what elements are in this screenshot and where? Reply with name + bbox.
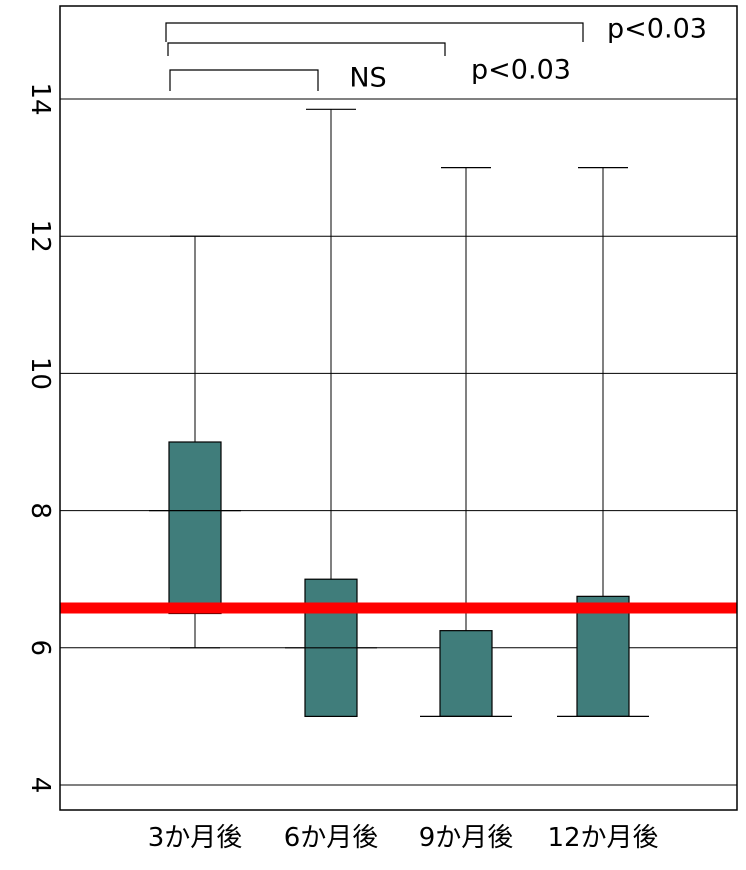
box-group bbox=[420, 167, 512, 718]
box-group bbox=[557, 167, 649, 718]
x-category-label: 12か月後 bbox=[547, 823, 658, 853]
y-tick-label: 14 bbox=[25, 82, 55, 115]
y-tick-label: 6 bbox=[25, 640, 55, 657]
bracket-label: p<0.03 bbox=[471, 55, 571, 86]
grid-lines bbox=[60, 98, 737, 786]
x-category-label: 9か月後 bbox=[419, 823, 514, 853]
y-tick-label: 10 bbox=[25, 357, 55, 390]
significance-annotations: NS p<0.03 p<0.03 bbox=[165, 14, 707, 94]
y-tick-label: 12 bbox=[25, 220, 55, 253]
box-group bbox=[149, 235, 241, 649]
axis-labels: 4 6 8 10 12 14 3か月後 6か月後 9か月後 12か月後 bbox=[25, 82, 659, 853]
y-tick-label: 8 bbox=[25, 502, 55, 519]
y-tick-label: 4 bbox=[25, 777, 55, 794]
significance-bracket: p<0.03 bbox=[167, 42, 571, 86]
plot-area-frame bbox=[59, 5, 738, 811]
box-body bbox=[576, 595, 630, 717]
x-category-label: 3か月後 bbox=[148, 823, 243, 853]
boxes bbox=[149, 108, 649, 718]
bracket-label: NS bbox=[349, 63, 386, 94]
box-group bbox=[285, 108, 377, 718]
box-body bbox=[168, 441, 222, 615]
x-category-label: 6か月後 bbox=[284, 823, 379, 853]
significance-bracket: p<0.03 bbox=[165, 14, 707, 45]
box-body bbox=[439, 630, 493, 718]
bracket-line bbox=[165, 22, 584, 42]
significance-bracket: NS bbox=[169, 63, 387, 94]
bracket-line bbox=[167, 42, 446, 56]
bracket-label: p<0.03 bbox=[607, 14, 707, 45]
bracket-line bbox=[169, 69, 319, 91]
